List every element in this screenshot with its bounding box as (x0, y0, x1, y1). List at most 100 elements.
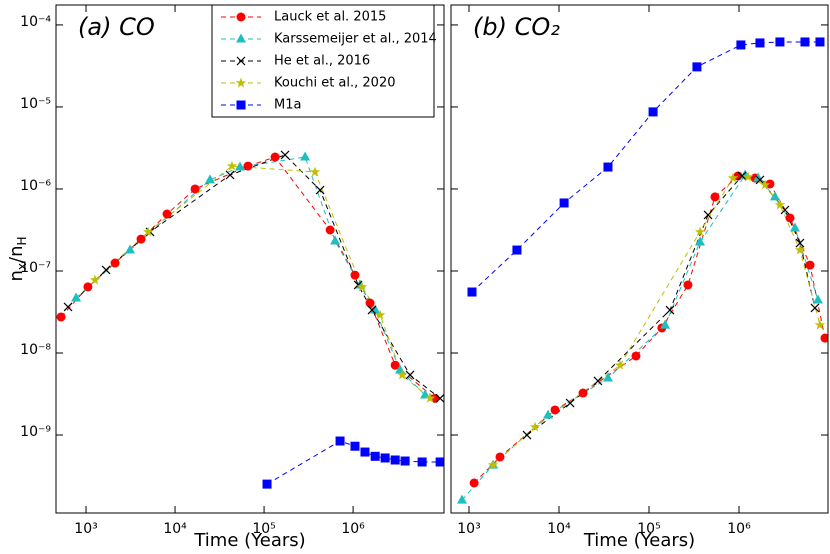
y-tick-label: 10⁻⁹ (20, 424, 51, 440)
marker (543, 409, 554, 419)
legend-swatch-marker (235, 77, 247, 88)
series-line (60, 156, 436, 399)
plot-area (456, 37, 828, 504)
marker (695, 236, 706, 246)
marker (300, 151, 311, 161)
marker (243, 161, 253, 171)
marker (226, 160, 238, 171)
marker (136, 234, 146, 244)
marker (614, 359, 626, 370)
marker (101, 265, 111, 275)
marker (225, 170, 235, 180)
x-tick-label: 10⁶ (727, 521, 751, 537)
marker (703, 210, 713, 220)
x-tick-label: 10⁵ (637, 521, 660, 537)
marker (270, 152, 280, 162)
marker (789, 222, 800, 232)
y-label-subscript: H (15, 236, 29, 245)
x-tick-label: 10³ (74, 521, 97, 537)
marker (648, 107, 658, 117)
marker (190, 184, 200, 194)
marker (692, 62, 702, 72)
series-line (471, 41, 820, 293)
marker (405, 370, 415, 380)
marker (578, 388, 588, 398)
marker (205, 174, 216, 184)
marker (755, 175, 765, 185)
series-line (94, 165, 431, 399)
series-line (75, 156, 426, 396)
marker (765, 179, 775, 189)
legend-label: Kouchi et al., 2020 (274, 76, 396, 91)
y-label-part: n (6, 270, 27, 281)
marker (356, 281, 368, 292)
x-tick-label: 10⁴ (163, 521, 187, 537)
marker (565, 398, 575, 408)
marker (694, 226, 706, 237)
marker (737, 171, 747, 181)
marker (370, 451, 380, 461)
marker (374, 309, 386, 320)
marker (602, 372, 613, 382)
marker (71, 292, 82, 302)
marker (631, 351, 641, 361)
marker (89, 274, 101, 285)
y-tick-label: 10⁻⁶ (20, 178, 51, 194)
marker (550, 405, 560, 415)
marker (315, 185, 325, 195)
marker (774, 199, 786, 210)
legend-swatch-marker (236, 33, 246, 43)
legend-swatch-marker (236, 56, 246, 66)
marker (235, 161, 246, 171)
marker (495, 452, 505, 462)
marker (125, 244, 136, 254)
y-label-part: /n (6, 246, 27, 263)
marker (775, 37, 785, 47)
marker (367, 305, 377, 315)
marker (110, 258, 120, 268)
marker (396, 369, 408, 380)
legend-swatch-marker (236, 12, 246, 22)
marker (162, 209, 172, 219)
legend-swatch-marker (236, 100, 246, 110)
marker (400, 456, 410, 466)
marker (603, 162, 613, 172)
legend-label: He et al., 2016 (274, 54, 370, 69)
marker (593, 376, 603, 386)
marker (805, 260, 815, 270)
marker (417, 457, 427, 467)
marker (559, 198, 569, 208)
marker (350, 441, 360, 451)
y-axis-label: nx/nH (6, 236, 29, 281)
marker (512, 245, 522, 255)
marker (813, 294, 824, 304)
marker (794, 244, 806, 255)
marker (665, 305, 675, 315)
marker (814, 319, 826, 330)
marker (820, 333, 828, 343)
marker (769, 191, 780, 201)
y-tick-label: 10⁻⁸ (20, 342, 51, 358)
y-tick-label: 10⁻⁴ (20, 14, 51, 30)
marker (262, 479, 272, 489)
marker (424, 392, 436, 403)
marker (529, 421, 541, 432)
x-axis-label: Time (Years) (583, 530, 695, 551)
marker (420, 389, 431, 399)
marker (727, 172, 739, 183)
marker (365, 298, 375, 308)
marker (683, 280, 693, 290)
x-tick-label: 10³ (457, 521, 480, 537)
marker (435, 393, 444, 403)
plot-area (56, 150, 444, 489)
marker (325, 225, 335, 235)
plot-frame (450, 4, 829, 514)
marker (380, 453, 390, 463)
x-axis-label: Time (Years) (193, 530, 305, 551)
x-tick-label: 10⁴ (547, 521, 571, 537)
marker (335, 436, 345, 446)
series-line (461, 174, 819, 501)
marker (390, 360, 400, 370)
marker (800, 37, 810, 47)
